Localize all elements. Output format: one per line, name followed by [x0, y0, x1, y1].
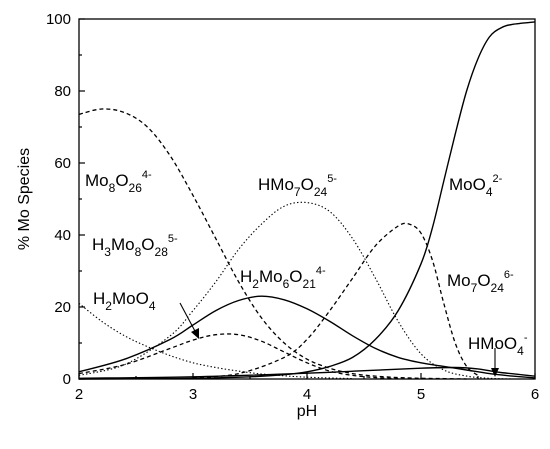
species-label-part: 7	[294, 185, 301, 199]
species-label-part: 3	[104, 245, 111, 259]
series-line-h2moo4	[78, 302, 353, 380]
species-label-part: H	[92, 235, 104, 254]
species-label-part: H	[240, 267, 252, 286]
species-label-part: 2	[105, 299, 112, 313]
series-line-mo8o26-4	[78, 108, 467, 380]
species-label-part: 2-	[493, 173, 503, 185]
species-label-part: 4	[517, 344, 524, 358]
species-label-moo4: MoO42-	[449, 173, 503, 199]
species-label-part: 4-	[316, 265, 326, 277]
species-label-part: O	[141, 235, 154, 254]
species-label-part: O	[301, 175, 314, 194]
species-label-part: 6	[283, 277, 290, 291]
species-label-part: HMo	[258, 175, 294, 194]
species-label-part: -	[524, 332, 528, 344]
species-label-part: 8	[109, 181, 116, 195]
species-label-part: 4	[149, 299, 156, 313]
species-label-part: Mo	[85, 171, 109, 190]
species-label-mo8o26: Mo8O264-	[85, 169, 152, 195]
species-label-part: 2	[252, 277, 259, 291]
series-line-hmo7o24-5	[78, 201, 513, 380]
species-label-part: O	[477, 271, 490, 290]
species-label-part: Mo	[259, 267, 283, 286]
y-axis-title: % Mo Species	[16, 148, 33, 250]
y-tick-label: 80	[54, 83, 71, 100]
species-label-h2mo6o21: H2Mo6O214-	[240, 265, 326, 291]
species-label-part: 7	[471, 281, 478, 295]
species-label-part: 5-	[168, 233, 178, 245]
x-tick-label: 2	[75, 386, 83, 403]
species-label-hmo7o24: HMo7O245-	[258, 173, 337, 199]
species-label-part: 24	[314, 185, 328, 199]
species-label-part: 5-	[327, 173, 337, 185]
species-label-part: 26	[129, 181, 143, 195]
species-label-part: 21	[303, 277, 317, 291]
plot-frame	[78, 18, 536, 380]
y-tick-label: 40	[54, 227, 71, 244]
species-label-part: 28	[155, 245, 169, 259]
x-axis-title: pH	[297, 403, 317, 420]
series-line-h3mo8o28-5	[78, 333, 399, 380]
arrows-layer	[179, 302, 499, 377]
species-label-part: Mo	[111, 235, 135, 254]
species-label-h3mo8o28: H3Mo8O285-	[92, 233, 178, 259]
y-tick-label: 60	[54, 155, 71, 172]
species-label-part: 4-	[142, 169, 152, 181]
species-label-h2moo4: H2MoO4	[93, 289, 156, 313]
species-label-part: O	[115, 171, 128, 190]
x-tick-label: 3	[189, 386, 197, 403]
species-label-part: MoO	[112, 289, 149, 308]
species-label-part: O	[289, 267, 302, 286]
y-tick-label: 20	[54, 299, 71, 316]
series-line-moo4-2	[78, 21, 536, 380]
arrow-h2moo4	[179, 302, 197, 334]
series-layer	[78, 21, 536, 380]
species-label-part: 4	[486, 185, 493, 199]
series-line-mo7o24-6	[192, 222, 479, 379]
species-label-part: MoO	[449, 175, 486, 194]
species-label-part: 6-	[504, 269, 514, 281]
series-line-hmoo4	[78, 366, 536, 379]
labels-layer: Mo8O264- HMo7O245- MoO42-H3Mo8O285-H2Mo6O2…	[85, 169, 528, 358]
x-tick-label: 6	[531, 386, 539, 403]
y-tick-label: 0	[63, 371, 71, 388]
species-label-part: 24	[491, 281, 505, 295]
species-label-part: 8	[135, 245, 142, 259]
y-tick-label: 100	[46, 11, 71, 28]
species-label-part: H	[93, 289, 105, 308]
species-label-mo7o24: Mo7O246-	[447, 269, 514, 295]
series-line-h2mo6o21-4	[78, 295, 536, 379]
arrow-head-h2moo4	[191, 328, 199, 339]
species-label-part: Mo	[447, 271, 471, 290]
x-tick-label: 5	[417, 386, 425, 403]
species-label-part: HMoO	[468, 334, 517, 353]
arrow-head-hmoo4	[491, 368, 499, 377]
x-tick-label: 4	[303, 386, 311, 403]
species-label-hmoo4: HMoO4-	[468, 332, 528, 358]
